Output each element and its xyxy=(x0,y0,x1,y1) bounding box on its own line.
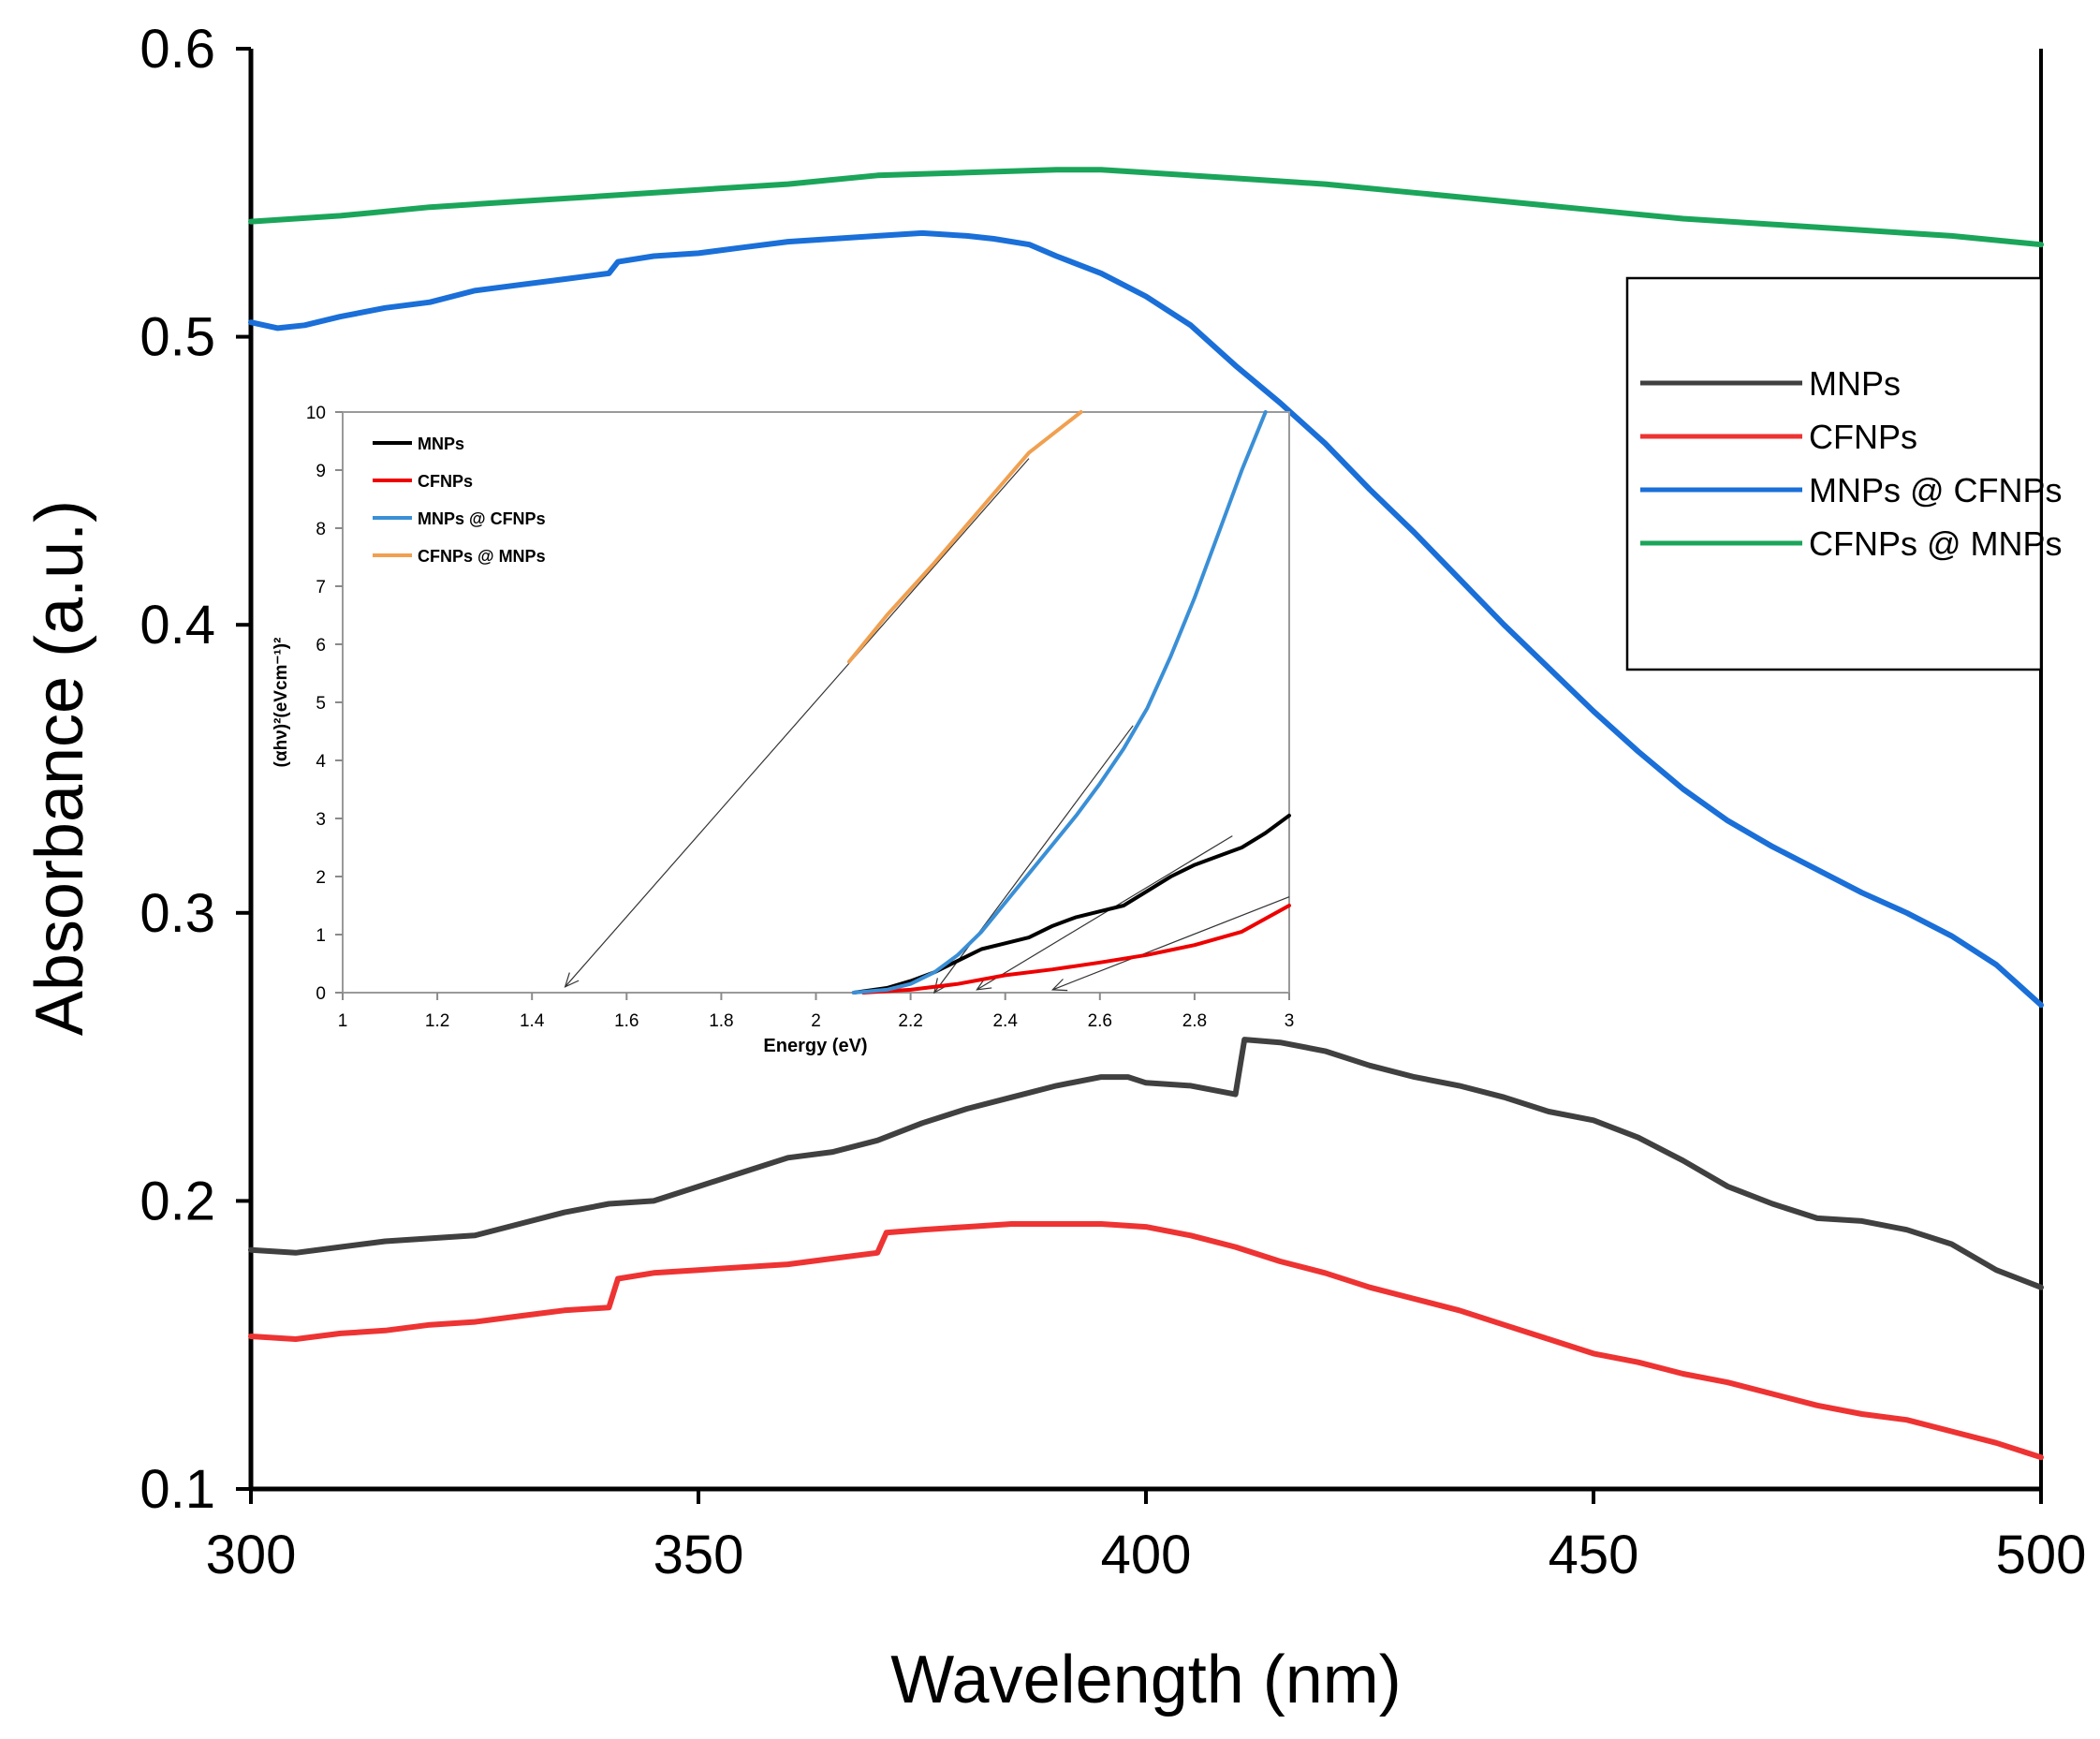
inset-x-tick-label: 1.2 xyxy=(425,1011,449,1031)
inset-y-tick-label: 0 xyxy=(316,984,326,1004)
inset-series-line-mnps-cfnps xyxy=(851,410,1268,995)
main-x-tick-label: 400 xyxy=(1101,1525,1192,1585)
inset-y-tick-label: 6 xyxy=(316,636,326,656)
inset-tangent-lines xyxy=(564,458,1290,995)
main-y-axis-label: Absorbance (a.u.) xyxy=(22,500,97,1036)
main-legend: MNPs CFNPs MNPs @ CFNPs CFNPs @ MNPs xyxy=(1625,276,2063,671)
inset-legend: MNPs CFNPs MNPs @ CFNPs CFNPs @ MNPs xyxy=(373,435,546,566)
main-x-tick-label: 500 xyxy=(1996,1525,2087,1585)
inset-x-tick-label: 2 xyxy=(811,1011,821,1031)
main-series-line-mnps-cfnps xyxy=(248,229,2044,1009)
inset-tangent-arrowhead xyxy=(1050,979,1068,992)
main-x-axis-label: Wavelength (nm) xyxy=(890,1643,1402,1717)
inset-legend-label-cfnps: CFNPs xyxy=(418,472,473,491)
main-legend-label-mnps: MNPs xyxy=(1809,364,1901,403)
inset-series-line-cfnps xyxy=(861,904,1291,995)
inset-legend-label-cfnps-mnps: CFNPs @ MNPs xyxy=(418,547,546,566)
inset-plot-area xyxy=(342,411,1290,994)
main-legend-label-mnps-cfnps: MNPs @ CFNPs xyxy=(1809,471,2063,509)
inset-y-tick-label: 2 xyxy=(316,868,326,888)
inset-x-axis-label: Energy (eV) xyxy=(763,1036,867,1056)
main-y-tick-label: 0.2 xyxy=(140,1171,215,1231)
main-legend-label-cfnps-mnps: CFNPs @ MNPs xyxy=(1809,524,2063,563)
inset-x-tick-label: 2.8 xyxy=(1182,1011,1207,1031)
main-x-tick-label: 350 xyxy=(653,1525,744,1585)
inset-tangent-line xyxy=(565,458,1030,988)
inset-series-line-cfnps-mnps xyxy=(846,410,1083,664)
main-series-line-cfnps xyxy=(248,1221,2044,1461)
inset-x-tick-label: 1.6 xyxy=(614,1011,639,1031)
inset-y-tick-label: 5 xyxy=(316,694,326,714)
inset-x-tick-label: 3 xyxy=(1285,1011,1295,1031)
inset-tangent-arrowhead xyxy=(933,978,948,995)
inset-x-tick-label: 1.4 xyxy=(520,1011,545,1031)
main-x-tick-label: 300 xyxy=(206,1525,297,1585)
inset-tangent-arrowhead xyxy=(976,977,992,991)
inset-tangent-arrowhead xyxy=(564,972,580,988)
inset-legend-label-mnps-cfnps: MNPs @ CFNPs xyxy=(418,509,546,528)
inset-chart: 1 1.2 1.4 1.6 1.8 2 2.2 2.4 2.6 2.8 3 012345678910… xyxy=(272,404,1294,1056)
inset-x-tick-label: 2.4 xyxy=(992,1011,1018,1031)
main-series-line-cfnps-mnps xyxy=(248,167,2044,248)
main-legend-box xyxy=(1625,276,2043,671)
inset-y-tick-label: 9 xyxy=(316,462,326,481)
main-y-tick-label: 0.4 xyxy=(140,595,215,656)
main-series-line-mnps xyxy=(248,1037,2044,1290)
inset-y-tick-label: 3 xyxy=(316,810,326,830)
inset-y-tick-label: 10 xyxy=(306,404,326,423)
main-y-tick-label: 0.3 xyxy=(140,883,215,944)
inset-y-tick-label: 4 xyxy=(316,752,326,772)
main-legend-label-cfnps: CFNPs xyxy=(1809,418,1917,456)
inset-x-tick-label: 2.6 xyxy=(1088,1011,1112,1031)
main-y-tick-label: 0.6 xyxy=(140,19,215,80)
main-y-tick-label: 0.1 xyxy=(140,1459,215,1520)
inset-tangent-line xyxy=(1052,896,1290,991)
inset-legend-label-mnps: MNPs xyxy=(418,435,464,453)
inset-y-tick-label: 7 xyxy=(316,578,326,597)
inset-y-tick-label: 1 xyxy=(316,926,326,946)
inset-y-tick-label: 8 xyxy=(316,520,326,539)
main-y-tick-label: 0.5 xyxy=(140,307,215,368)
inset-x-tick-label: 2.2 xyxy=(898,1011,922,1031)
inset-x-tick-label: 1 xyxy=(338,1011,348,1031)
main-x-tick-label: 450 xyxy=(1549,1525,1639,1585)
inset-tangent-line xyxy=(977,835,1233,991)
inset-x-tick-label: 1.8 xyxy=(709,1011,733,1031)
inset-y-axis-label: (αhν)²(eVcm⁻¹)² xyxy=(272,638,291,768)
